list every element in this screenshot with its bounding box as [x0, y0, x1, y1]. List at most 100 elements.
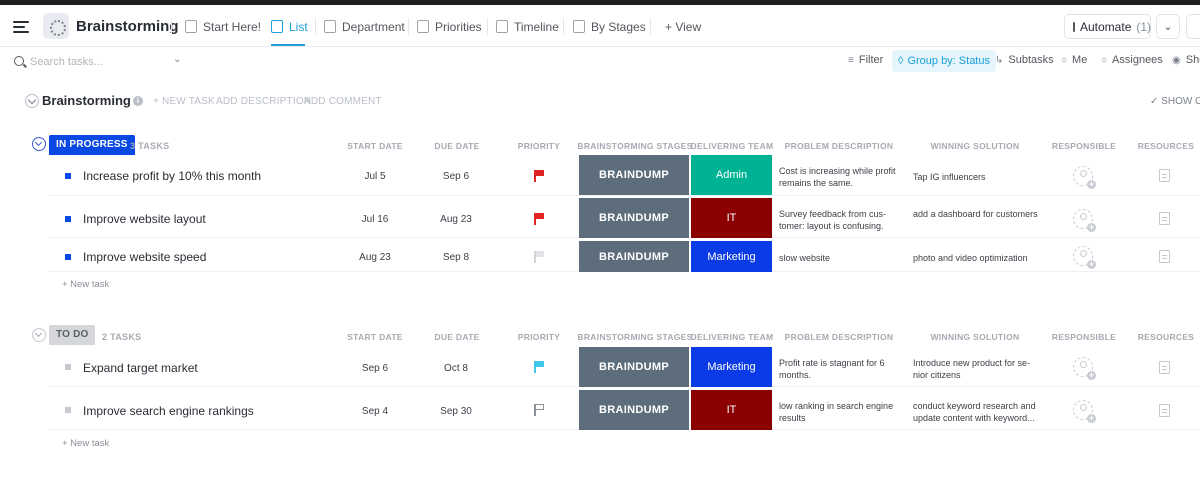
red-flag-icon[interactable] [533, 170, 545, 182]
team-cell[interactable]: Marketing [691, 347, 772, 387]
column-header-stages[interactable]: BRAINSTORMING STAGES [577, 332, 693, 342]
task-name[interactable]: Improve website speed [83, 250, 207, 264]
show-closed-button[interactable]: ✓ SHOW CL [1150, 96, 1200, 107]
search-input[interactable] [30, 54, 170, 69]
document-icon[interactable] [1159, 169, 1170, 182]
winning-solution[interactable]: Tap IG influencers [913, 172, 986, 182]
task-name[interactable]: Improve website layout [83, 212, 206, 226]
column-header-solution[interactable]: WINNING SOLUTION [930, 141, 1020, 151]
problem-description[interactable]: low ranking in search engine results [779, 401, 894, 423]
problem-description[interactable]: Profit rate is stagnant for 6 months. [779, 358, 885, 380]
collapse-group-icon[interactable] [32, 328, 46, 342]
start-date[interactable]: Jul 5 [364, 171, 386, 182]
status-square[interactable] [65, 254, 71, 260]
due-date[interactable]: Sep 8 [442, 252, 470, 263]
collapse-list-icon[interactable] [25, 94, 39, 108]
new-task-link[interactable]: + NEW TASK [153, 96, 215, 107]
column-header-due-date[interactable]: DUE DATE [434, 332, 480, 342]
column-header-team[interactable]: DELIVERING TEAM [690, 332, 774, 342]
winning-solution[interactable]: add a dashboard for customers [913, 209, 1038, 219]
due-date[interactable]: Aug 23 [440, 214, 472, 225]
new-task-button[interactable]: + New task [62, 279, 110, 290]
tab-list[interactable]: List [271, 13, 308, 40]
assign-user-icon[interactable] [1073, 166, 1096, 189]
column-header-responsible[interactable]: RESPONSIBLE [1051, 332, 1117, 342]
stage-cell[interactable]: BRAINDUMP [579, 198, 689, 238]
filter-button[interactable]: ≡ Filter [848, 54, 883, 66]
chevron-down-icon[interactable]: ⌄ [173, 54, 182, 65]
assign-user-icon[interactable] [1073, 246, 1096, 269]
automate-dropdown-button[interactable]: ⌄ [1156, 14, 1180, 39]
problem-description[interactable]: Survey feedback from cus-tomer: layout i… [779, 209, 887, 231]
automate-button[interactable]: Automate (1) [1064, 14, 1151, 39]
tab-priorities[interactable]: Priorities [417, 13, 482, 40]
grey-flag-icon[interactable] [533, 251, 545, 263]
document-icon[interactable] [1159, 361, 1170, 374]
column-header-problem[interactable]: PROBLEM DESCRIPTION [784, 332, 894, 342]
winning-solution[interactable]: conduct keyword research and update cont… [913, 401, 1036, 423]
column-header-problem[interactable]: PROBLEM DESCRIPTION [784, 141, 894, 151]
document-icon[interactable] [1159, 212, 1170, 225]
share-button[interactable] [1186, 14, 1200, 39]
status-square[interactable] [65, 216, 71, 222]
add-view-button[interactable]: + View [665, 13, 701, 40]
subtasks-button[interactable]: ↳ Subtasks [995, 54, 1054, 66]
status-square[interactable] [65, 364, 71, 370]
add-description-link[interactable]: ADD DESCRIPTION [216, 96, 312, 107]
tab-by-stages[interactable]: By Stages [573, 13, 646, 40]
column-header-resources[interactable]: RESOURCES [1137, 141, 1195, 151]
stage-cell[interactable]: BRAINDUMP [579, 241, 689, 272]
start-date[interactable]: Jul 16 [361, 214, 389, 225]
column-header-start-date[interactable]: START DATE [347, 141, 403, 151]
task-row[interactable]: Increase profit by 10% this month [48, 155, 1200, 196]
red-flag-icon[interactable] [533, 213, 545, 225]
column-header-due-date[interactable]: DUE DATE [434, 141, 480, 151]
assign-user-icon[interactable] [1073, 400, 1096, 423]
column-header-start-date[interactable]: START DATE [347, 332, 403, 342]
document-icon[interactable] [1159, 404, 1170, 417]
due-date[interactable]: Sep 6 [442, 171, 470, 182]
menu-icon[interactable] [13, 21, 29, 33]
status-square[interactable] [65, 173, 71, 179]
outline-flag-icon[interactable] [533, 404, 545, 416]
column-header-team[interactable]: DELIVERING TEAM [690, 141, 774, 151]
stage-cell[interactable]: BRAINDUMP [579, 390, 689, 430]
problem-description[interactable]: Cost is increasing while profit remains … [779, 166, 896, 188]
group-by-button[interactable]: ◊ Group by: Status [892, 50, 996, 72]
winning-solution[interactable]: photo and video optimization [913, 253, 1028, 263]
info-icon[interactable]: i [133, 96, 143, 106]
stage-cell[interactable]: BRAINDUMP [579, 155, 689, 195]
column-header-responsible[interactable]: RESPONSIBLE [1051, 141, 1117, 151]
status-pill-in-progress[interactable]: IN PROGRESS [49, 135, 135, 155]
assignees-button[interactable]: ○ Assignees [1101, 54, 1163, 66]
task-name[interactable]: Improve search engine rankings [83, 404, 254, 418]
column-header-stages[interactable]: BRAINSTORMING STAGES [577, 141, 693, 151]
cyan-flag-icon[interactable] [533, 361, 545, 373]
column-header-priority[interactable]: PRIORITY [517, 332, 561, 342]
me-button[interactable]: ○ Me [1061, 54, 1087, 66]
team-cell[interactable]: Marketing [691, 241, 772, 272]
collapse-group-icon[interactable] [32, 137, 46, 151]
winning-solution[interactable]: Introduce new product for se-nior citize… [913, 358, 1031, 380]
add-comment-link[interactable]: ADD COMMENT [304, 96, 382, 107]
start-date[interactable]: Sep 6 [361, 363, 389, 374]
document-icon[interactable] [1159, 250, 1170, 263]
space-icon[interactable] [43, 13, 69, 39]
problem-description[interactable]: slow website [779, 253, 831, 263]
team-cell[interactable]: Admin [691, 155, 772, 195]
column-header-resources[interactable]: RESOURCES [1137, 332, 1195, 342]
show-button[interactable]: ◉ Sho [1172, 54, 1200, 66]
status-square[interactable] [65, 407, 71, 413]
team-cell[interactable]: IT [691, 198, 772, 238]
team-cell[interactable]: IT [691, 390, 772, 430]
tab-start-here[interactable]: Start Here! [185, 13, 261, 40]
assign-user-icon[interactable] [1073, 209, 1096, 232]
task-name[interactable]: Expand target market [83, 361, 198, 375]
start-date[interactable]: Sep 4 [361, 406, 389, 417]
column-header-priority[interactable]: PRIORITY [517, 141, 561, 151]
due-date[interactable]: Oct 8 [444, 363, 468, 374]
due-date[interactable]: Sep 30 [440, 406, 472, 417]
new-task-button[interactable]: + New task [62, 438, 110, 449]
assign-user-icon[interactable] [1073, 357, 1096, 380]
tab-timeline[interactable]: Timeline [496, 13, 559, 40]
